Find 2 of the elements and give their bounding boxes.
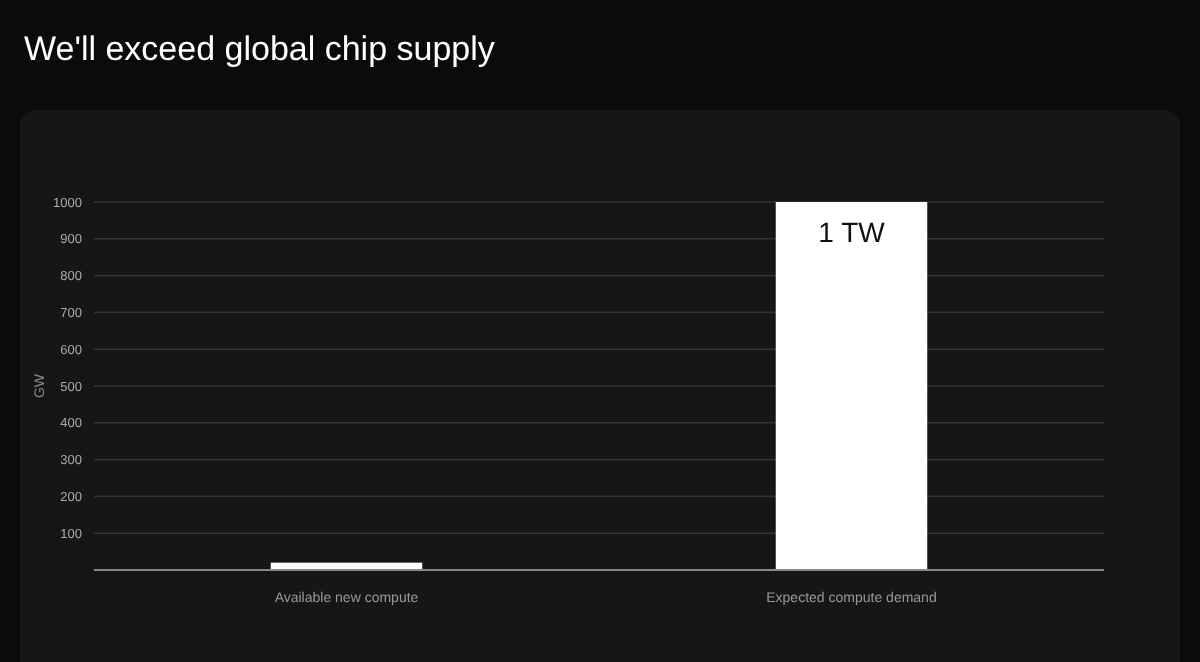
annotation: 1 TW [818,216,887,248]
chart-title: We'll exceed global chip supply [24,30,496,68]
